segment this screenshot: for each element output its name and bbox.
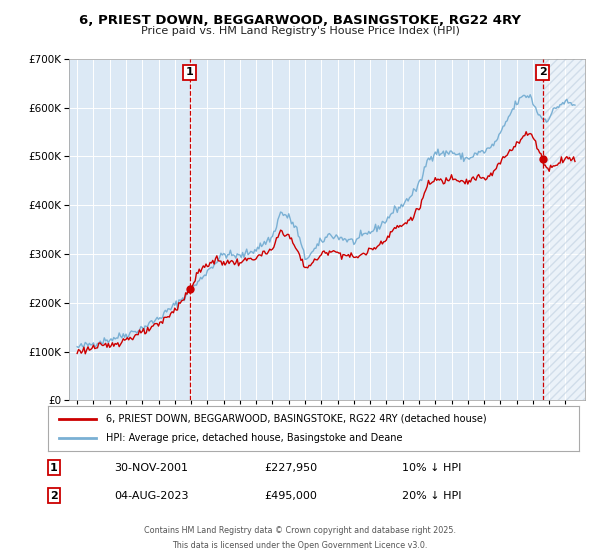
Text: 30-NOV-2001: 30-NOV-2001 xyxy=(114,463,188,473)
Text: 2: 2 xyxy=(50,491,58,501)
Text: 20% ↓ HPI: 20% ↓ HPI xyxy=(402,491,461,501)
Text: £227,950: £227,950 xyxy=(264,463,317,473)
Text: 2: 2 xyxy=(539,67,547,77)
Text: 10% ↓ HPI: 10% ↓ HPI xyxy=(402,463,461,473)
Text: 6, PRIEST DOWN, BEGGARWOOD, BASINGSTOKE, RG22 4RY (detached house): 6, PRIEST DOWN, BEGGARWOOD, BASINGSTOKE,… xyxy=(106,413,487,423)
Text: £495,000: £495,000 xyxy=(264,491,317,501)
Text: 6, PRIEST DOWN, BEGGARWOOD, BASINGSTOKE, RG22 4RY: 6, PRIEST DOWN, BEGGARWOOD, BASINGSTOKE,… xyxy=(79,14,521,27)
Text: 1: 1 xyxy=(186,67,194,77)
Bar xyxy=(542,59,600,400)
Text: Price paid vs. HM Land Registry's House Price Index (HPI): Price paid vs. HM Land Registry's House … xyxy=(140,26,460,36)
Text: 04-AUG-2023: 04-AUG-2023 xyxy=(114,491,188,501)
Text: HPI: Average price, detached house, Basingstoke and Deane: HPI: Average price, detached house, Basi… xyxy=(106,433,403,444)
Text: Contains HM Land Registry data © Crown copyright and database right 2025.: Contains HM Land Registry data © Crown c… xyxy=(144,526,456,535)
Text: 1: 1 xyxy=(50,463,58,473)
Text: This data is licensed under the Open Government Licence v3.0.: This data is licensed under the Open Gov… xyxy=(172,541,428,550)
